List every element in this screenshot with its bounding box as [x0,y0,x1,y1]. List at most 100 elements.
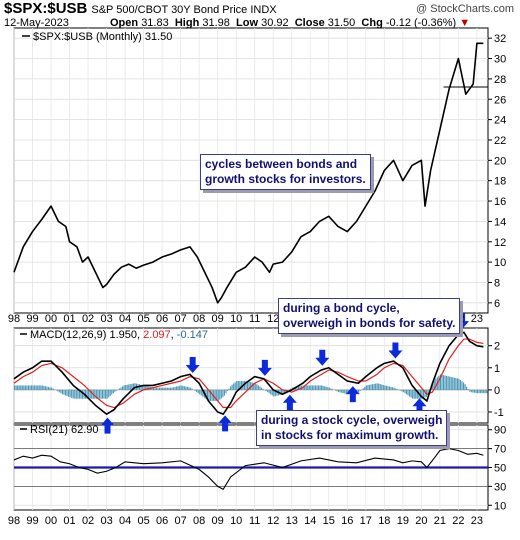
chg-label: Chg [361,17,383,29]
macd-histogram-bar [52,388,54,390]
rsi-legend-text: RSI(21) 62.90 [30,424,99,436]
macd-histogram-bar [384,385,386,390]
macd-histogram-bar [325,386,327,390]
macd-histogram-bar [112,389,114,394]
macd-histogram-bar [237,381,239,390]
x-tick-label-bottom: 21 [434,515,446,527]
macd-histogram-bar [222,389,224,398]
x-tick-label-bottom: 22 [452,515,464,527]
macd-histogram-bar [162,387,164,390]
macd-histogram-bar [245,381,247,390]
macd-histogram-bar [240,381,242,390]
arrow-up-icon [345,386,360,403]
macd-histogram-bar [154,387,156,390]
macd-histogram-bar [304,385,306,390]
arrow-up-icon [282,394,297,411]
macd-histogram-bar [253,382,255,390]
macd-histogram-bar [388,386,391,390]
macd-histogram-bar [415,389,417,399]
macd-histogram-bar [219,389,221,400]
price-y-tick-label: 18 [494,176,506,188]
macd-histogram-bar [276,389,278,396]
price-y-tick-label: 10 [494,257,506,269]
quote-date: 12-May-2023 [4,17,69,29]
macd-histogram-bar [168,387,170,390]
macd-histogram-bar [441,374,443,390]
macd-histogram-bar [131,383,133,390]
macd-histogram-bar [478,389,480,394]
annotation-stock-cycle: during a stock cycle, overweigh in stock… [256,410,448,446]
x-tick-label-bottom: 15 [323,515,335,527]
macd-histogram-bar [344,389,346,394]
macd-histogram-bar [392,387,394,390]
x-tick-label-top: 09 [212,313,224,325]
macd-histogram-bar [373,383,375,390]
macd-histogram-bar [316,385,318,390]
macd-histogram-bar [125,385,127,390]
price-y-tick-label: 20 [494,155,506,167]
arrow-up-icon [218,415,233,432]
macd-histogram-bar [234,382,236,390]
arrow-up-icon [412,398,427,415]
macd-histogram-bar [47,386,50,390]
macd-histogram-bar [199,389,201,395]
macd-histogram-bar [97,389,99,399]
macd-histogram-bar [463,382,465,390]
macd-histogram-bar [321,385,323,390]
macd-histogram-bar [160,387,162,390]
price-y-tick-label: 28 [494,74,506,86]
x-tick-label-bottom: 99 [26,515,38,527]
x-tick-label-top: 11 [249,313,260,325]
macd-histogram-bar [472,389,474,393]
annotation-bond-cycle: during a bond cycle, overweigh in bonds … [278,298,461,334]
rsi-y-tick-label: 70 [494,444,506,456]
symbol: $SPX:$USB [4,0,88,17]
macd-histogram-bar [91,389,93,399]
macd-histogram-bar [260,387,263,390]
macd-histogram-bar [120,387,122,390]
macd-histogram-bar [128,384,130,390]
macd-histogram-bar [432,381,434,390]
low-label: Low [236,17,259,29]
macd-histogram-bar [55,389,57,391]
macd-histogram-bar [132,383,134,390]
macd-histogram-bar [453,377,455,390]
macd-histogram-bar [284,389,286,394]
macd-histogram-bar [456,378,458,390]
macd-histogram-bar [196,389,198,393]
macd-y-tick-label: 1 [494,363,500,375]
macd-histogram-bar [475,389,477,393]
macd-histogram-bar [409,389,411,397]
macd-histogram-bar [194,389,196,391]
macd-histogram-bar [345,389,347,394]
price-y-tick-label: 12 [494,237,506,249]
price-y-tick-label: 26 [494,94,506,106]
macd-histogram-bar [365,385,367,390]
macd-histogram-bar [467,389,469,390]
macd-hist-value: -0.147 [177,329,208,341]
rsi-y-tick-label: 50 [494,463,506,475]
macd-histogram-bar [88,389,90,399]
brand-label: @ StockCharts.com [416,3,514,15]
macd-histogram-bar [459,380,462,390]
macd-histogram-bar [233,383,235,390]
x-tick-label-top: 23 [471,313,483,325]
macd-histogram-bar [66,389,68,396]
macd-histogram-bar [407,389,409,396]
macd-histogram-bar [14,385,16,390]
macd-histogram-bar [341,389,343,393]
macd-histogram-bar [405,389,408,395]
macd-histogram-bar [334,389,337,391]
macd-histogram-bar [143,385,145,390]
macd-histogram-bar [163,387,165,390]
macd-histogram-bar [49,387,51,390]
macd-histogram-bar [41,385,43,390]
macd-y-tick-label: 2 [494,341,500,353]
rsi-legend-label: RSI(21) [30,424,68,436]
macd-histogram-bar [479,389,482,394]
macd-histogram-bar [447,376,449,390]
macd-histogram-bar [228,388,230,390]
macd-legend-label: MACD(12,26,9) [30,329,106,341]
x-tick-label-top: 08 [193,313,205,325]
macd-histogram-bar [51,387,53,390]
